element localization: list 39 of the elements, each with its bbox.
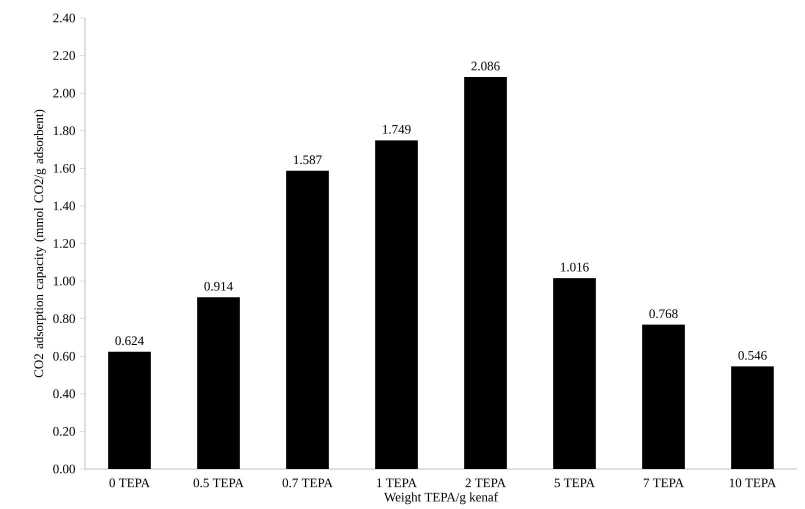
data-label: 1.749: [383, 125, 411, 134]
y-tick-label: 0.00: [53, 464, 75, 474]
x-tick-label: 10 TEPA: [730, 478, 776, 488]
y-tick-label: 1.60: [54, 164, 75, 173]
x-tick-label: 7 TEPA: [644, 478, 684, 488]
data-label: 1.587: [294, 155, 322, 164]
bar: [553, 278, 596, 469]
y-tick-label: 1.00: [54, 276, 75, 286]
y-tick-label: 0.80: [53, 314, 75, 324]
data-label: 0.768: [649, 309, 678, 318]
bar: [197, 297, 240, 469]
y-tick-label: 0.20: [53, 427, 75, 436]
x-axis-title: Weight TEPA/g kenaf: [384, 492, 498, 504]
x-tick-label: 1 TEPA: [377, 478, 417, 488]
y-tick-label: 1.20: [54, 239, 75, 248]
bar: [731, 366, 774, 469]
x-tick-label: 0.7 TEPA: [282, 478, 333, 488]
bar: [375, 140, 418, 469]
x-tick-label: 2 TEPA: [466, 478, 506, 488]
y-tick-label: 2.40: [53, 14, 75, 22]
bar: [464, 77, 507, 469]
y-tick-label: 0.40: [53, 389, 75, 398]
y-tick-label: 2.00: [53, 88, 75, 98]
data-label: 2.086: [471, 62, 500, 70]
x-tick-label: 5 TEPA: [554, 478, 595, 488]
bar: [642, 324, 685, 469]
y-tick-label: 0.60: [53, 352, 75, 361]
y-tick-label: 2.20: [53, 51, 75, 60]
data-label: 0.546: [738, 351, 767, 360]
x-tick-label: 0 TEPA: [109, 478, 150, 488]
x-tick-label: 0.5 TEPA: [194, 478, 244, 488]
y-tick-label: 1.40: [54, 202, 75, 210]
y-tick-label: 1.80: [54, 126, 75, 136]
data-label: 1.016: [561, 262, 589, 272]
bar: [286, 170, 329, 469]
bar: [108, 352, 151, 469]
data-label: 0.914: [204, 282, 233, 291]
data-label: 0.624: [115, 336, 144, 346]
y-axis-title: CO2 adsorption capacity (mmol CO2/g adsorbent): [34, 110, 46, 378]
